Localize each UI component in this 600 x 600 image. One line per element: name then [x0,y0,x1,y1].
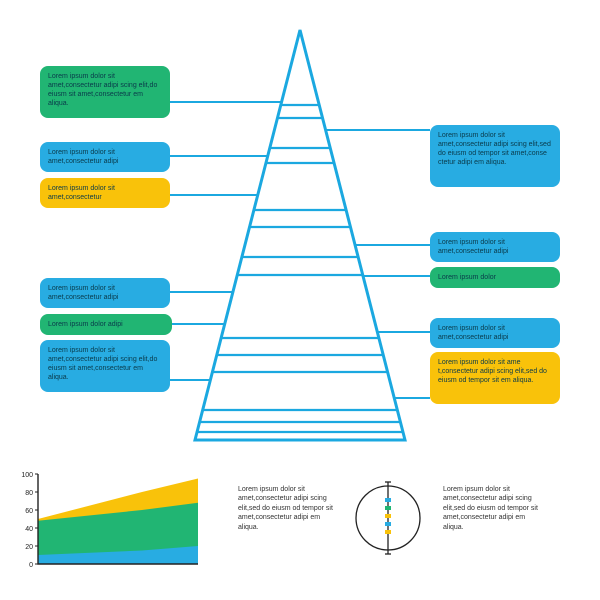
svg-text:80: 80 [25,490,33,497]
svg-text:60: 60 [25,508,33,515]
caption-text: Lorem ipsum dolor sit amet,consectetur a… [443,485,543,532]
svg-text:40: 40 [25,526,33,533]
circle-gauge [348,478,428,558]
svg-text:20: 20 [25,544,33,551]
svg-text:0: 0 [29,562,33,569]
pyramid-diagram [0,0,600,460]
area-chart: 0 20 40 60 80 100 [16,470,206,580]
svg-text:100: 100 [21,472,33,479]
caption-text: Lorem ipsum dolor sit amet,consectetur a… [238,485,338,532]
